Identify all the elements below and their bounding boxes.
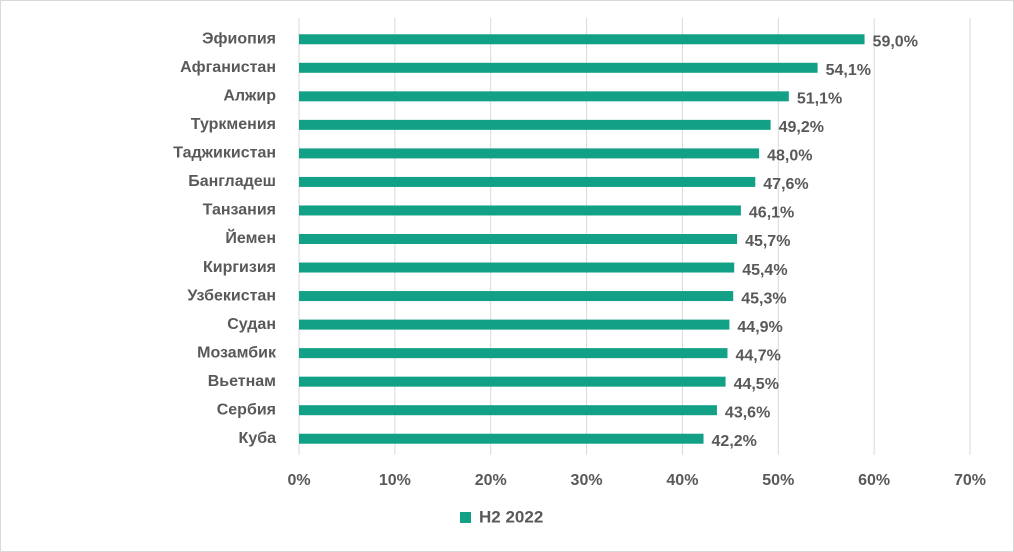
legend-label: H2 2022	[479, 507, 543, 526]
y-tick-label: Алжир	[223, 88, 276, 105]
data-label: 47,6%	[763, 176, 808, 193]
data-label: 54,1%	[826, 62, 871, 79]
bar	[299, 148, 760, 159]
data-label: 43,6%	[725, 404, 770, 421]
bar	[299, 433, 704, 444]
bar	[299, 234, 738, 244]
y-tick-label: Танзания	[203, 202, 276, 219]
bar	[299, 376, 726, 387]
y-tick-label: Эфиопия	[202, 30, 276, 47]
x-tick-label: 0%	[287, 472, 310, 489]
bar	[299, 119, 771, 130]
data-label: 45,7%	[745, 233, 790, 250]
data-label: 45,4%	[742, 262, 787, 279]
bar	[299, 176, 756, 187]
y-tick-label: Куба	[239, 430, 277, 447]
x-tick-label: 70%	[954, 472, 986, 489]
data-label: 45,3%	[741, 290, 786, 307]
bar	[299, 262, 735, 273]
x-tick-label: 20%	[475, 472, 507, 489]
data-label: 48,0%	[767, 148, 812, 165]
data-label: 49,2%	[779, 119, 824, 136]
legend-swatch	[460, 512, 471, 523]
x-tick-label: 50%	[762, 472, 794, 489]
data-label: 44,5%	[734, 376, 779, 393]
bar	[299, 34, 865, 45]
y-tick-label: Узбекистан	[187, 287, 276, 304]
bar	[299, 291, 734, 302]
y-tick-label: Бангладеш	[188, 173, 276, 190]
x-tick-label: 10%	[379, 472, 411, 489]
bar	[299, 205, 741, 216]
y-tick-label: Таджикистан	[173, 145, 276, 162]
y-tick-label: Туркмения	[191, 116, 276, 133]
bar	[299, 405, 717, 416]
y-tick-label: Судан	[227, 316, 276, 333]
bar	[299, 319, 730, 330]
data-label: 42,2%	[712, 433, 757, 450]
data-label: 59,0%	[873, 33, 918, 50]
data-label: 44,7%	[735, 347, 780, 364]
y-tick-label: Вьетнам	[208, 373, 276, 390]
bar	[299, 62, 818, 73]
y-tick-label: Сербия	[217, 401, 276, 418]
y-tick-label: Йемен	[225, 228, 276, 247]
bar	[299, 348, 728, 359]
x-tick-label: 60%	[858, 472, 890, 489]
bar	[299, 91, 789, 102]
y-tick-label: Афганистан	[180, 59, 276, 76]
x-tick-label: 30%	[571, 472, 603, 489]
x-tick-label: 40%	[666, 472, 698, 489]
data-label: 44,9%	[737, 319, 782, 336]
y-tick-label: Киргизия	[203, 259, 276, 276]
data-label: 46,1%	[749, 205, 794, 222]
y-tick-label: Мозамбик	[197, 344, 277, 361]
data-label: 51,1%	[797, 91, 842, 108]
